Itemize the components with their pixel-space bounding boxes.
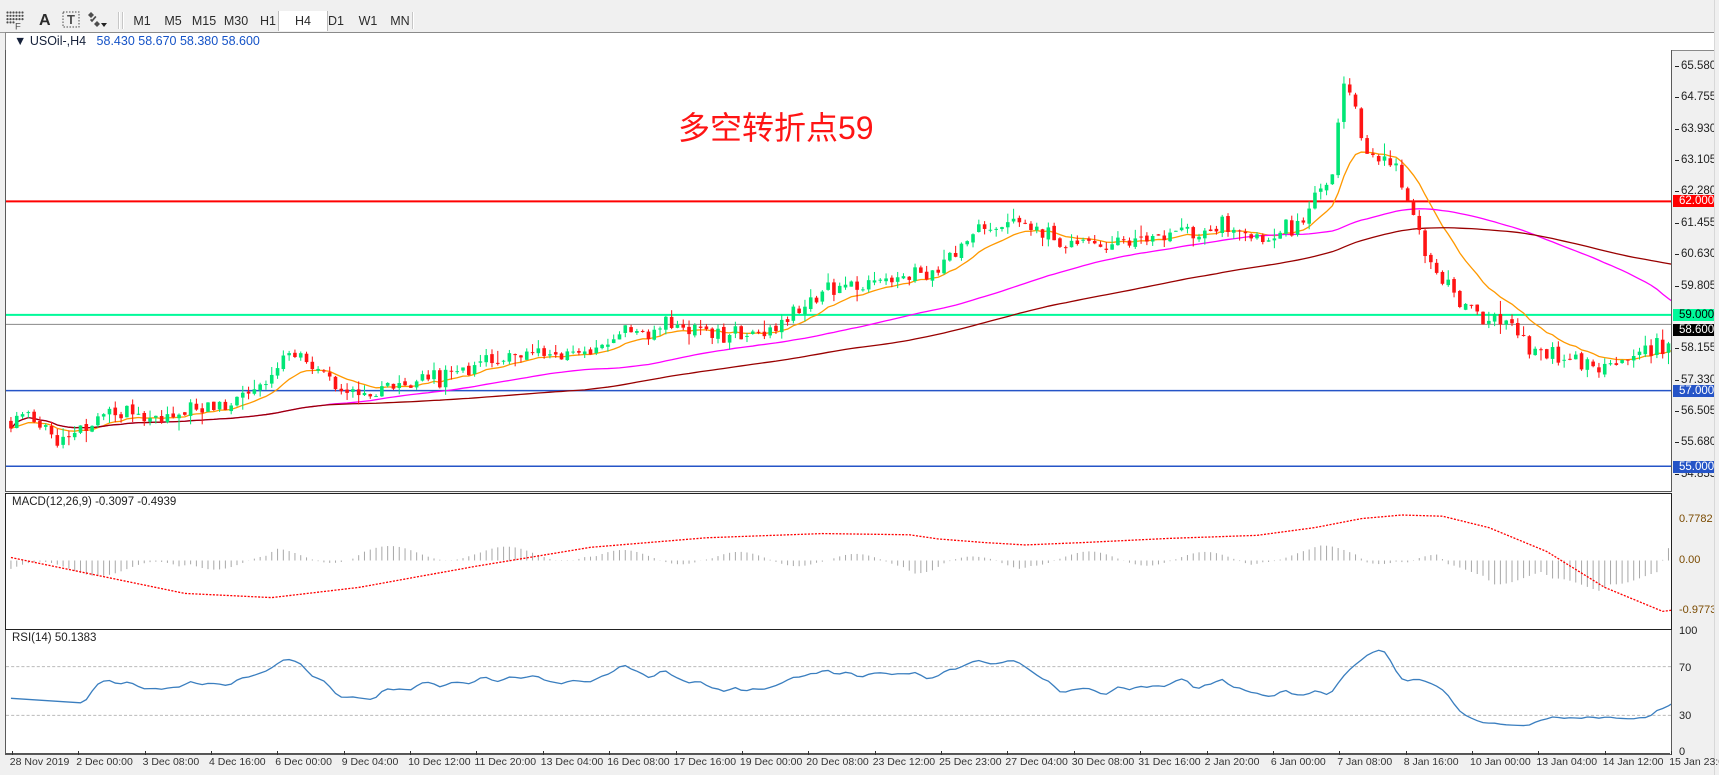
svg-text:T: T <box>67 12 75 27</box>
svg-text:F: F <box>15 22 21 31</box>
